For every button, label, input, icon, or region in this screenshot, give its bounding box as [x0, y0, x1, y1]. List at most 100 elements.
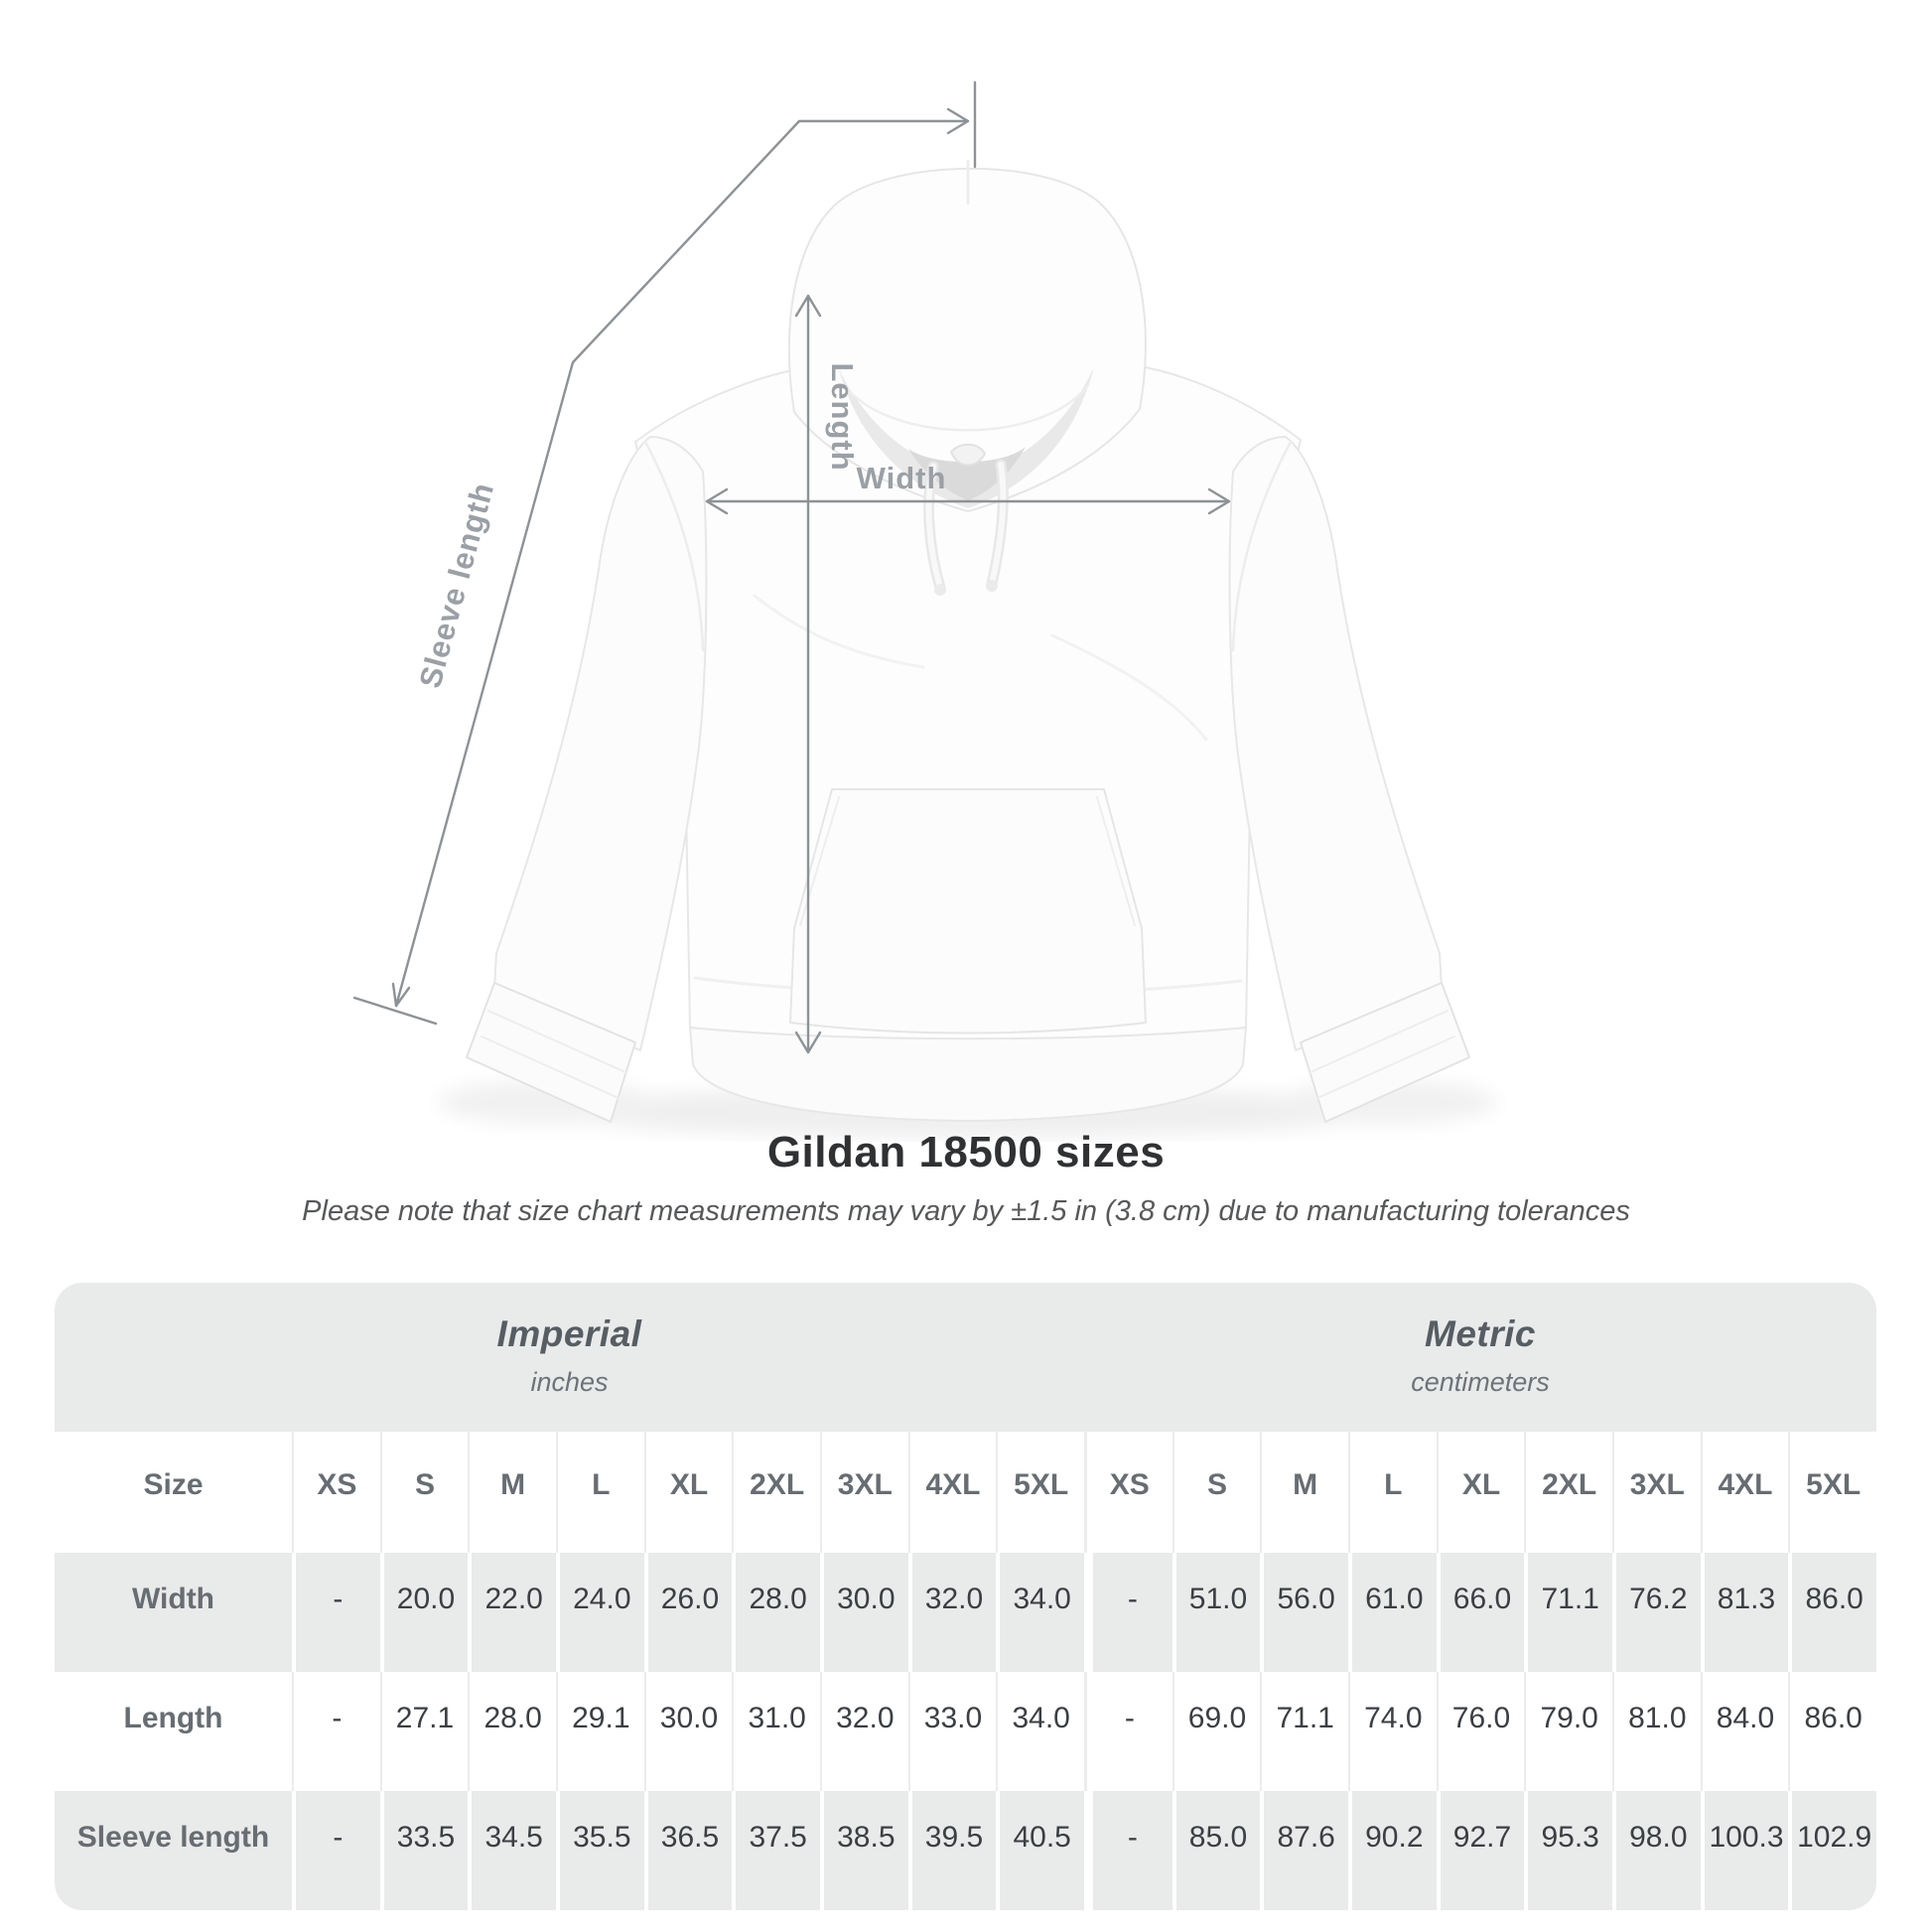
size-col-header: XL [1436, 1432, 1525, 1553]
table-cell: - [1083, 1553, 1173, 1672]
table-cell: 86.0 [1788, 1672, 1876, 1791]
table-cell: 84.0 [1700, 1672, 1789, 1791]
sleeve-length-arrow [352, 80, 977, 1026]
unit-group-header: Imperial inches Metric centimeters [55, 1283, 1876, 1432]
table-cell: - [292, 1672, 380, 1791]
table-cell: 32.0 [819, 1672, 908, 1791]
size-col-header: 3XL [819, 1432, 908, 1553]
table-cell: 56.0 [1260, 1553, 1348, 1672]
size-col-header: S [1172, 1432, 1261, 1553]
table-cell: 85.0 [1172, 1791, 1261, 1910]
table-cell: - [1083, 1791, 1173, 1910]
size-col-header: S [379, 1432, 469, 1553]
table-cell: 27.1 [379, 1672, 469, 1791]
table-cell: 20.0 [379, 1553, 469, 1672]
size-table: Imperial inches Metric centimeters Size X… [55, 1283, 1876, 1910]
table-cell: 28.0 [732, 1553, 820, 1672]
table-cell: 71.1 [1260, 1672, 1348, 1791]
table-cell: 81.0 [1611, 1672, 1701, 1791]
row-label: Size [143, 1468, 204, 1501]
table-cell: 33.5 [379, 1791, 469, 1910]
size-col-header: XS [292, 1432, 380, 1553]
table-cell: 34.5 [468, 1791, 556, 1910]
table-cell: 102.9 [1788, 1791, 1876, 1910]
length-arrow [794, 294, 822, 1054]
row-label: Width [131, 1583, 215, 1615]
table-cell: 66.0 [1436, 1553, 1525, 1672]
size-col-header: 2XL [1524, 1432, 1612, 1553]
size-col-header: 5XL [996, 1432, 1084, 1553]
tolerance-note: Please note that size chart measurements… [302, 1195, 1630, 1227]
table-cell: 24.0 [555, 1553, 644, 1672]
table-cell: 33.0 [907, 1672, 997, 1791]
table-cell: 51.0 [1172, 1553, 1261, 1672]
table-cell: 34.0 [996, 1553, 1084, 1672]
table-cell: 92.7 [1436, 1791, 1525, 1910]
table-cell: 28.0 [468, 1672, 556, 1791]
length-label: Length [825, 362, 860, 471]
table-cell: 61.0 [1347, 1553, 1437, 1672]
table-cell: 95.3 [1524, 1791, 1612, 1910]
size-table-rows: Size XS S M L XL 2XL 3XL 4XL 5XL XS S M L XL 2XL 3XL 4XL 5… [55, 1432, 1876, 1910]
hoodie-measurement-diagram: Length Width Sleeve length [352, 80, 1497, 1138]
table-cell: 36.5 [643, 1791, 733, 1910]
table-cell: 98.0 [1611, 1791, 1701, 1910]
table-cell: 39.5 [907, 1791, 997, 1910]
page-title: Gildan 18500 sizes [766, 1128, 1166, 1176]
table-row: Width -20.0 22.0 24.0 26.0 28.0 30.0 32.0 34.0-5… [55, 1553, 1876, 1672]
table-cell: 81.3 [1700, 1553, 1789, 1672]
table-cell: 29.1 [555, 1672, 644, 1791]
table-cell: 30.0 [643, 1672, 733, 1791]
hoodie-pocket [789, 788, 1147, 1035]
hood-drawstrings [923, 443, 1009, 596]
table-cell: 34.0 [996, 1672, 1084, 1791]
table-cell: 76.0 [1436, 1672, 1525, 1791]
metric-label: Metric [1425, 1312, 1536, 1354]
metric-group-header: Metric centimeters [1084, 1283, 1876, 1432]
table-cell: - [292, 1553, 380, 1672]
size-header-row: Size XS S M L XL 2XL 3XL 4XL 5XL XS S M L XL 2XL 3XL 4XL 5… [55, 1432, 1876, 1553]
size-col-header: 3XL [1611, 1432, 1701, 1553]
size-col-header: M [468, 1432, 556, 1553]
table-cell: - [292, 1791, 380, 1910]
table-row: Length -27.1 28.0 29.1 30.0 31.0 32.0 33.0 34.0-… [55, 1672, 1876, 1791]
table-cell: - [1083, 1672, 1173, 1791]
row-label: Length [123, 1702, 223, 1734]
width-arrow [705, 487, 1231, 515]
table-cell: 71.1 [1524, 1553, 1612, 1672]
table-cell: 38.5 [819, 1791, 908, 1910]
hoodie-illustration [466, 159, 1470, 1123]
table-cell: 32.0 [907, 1553, 997, 1672]
width-label: Width [857, 461, 947, 495]
table-cell: 30.0 [819, 1553, 908, 1672]
table-cell: 74.0 [1347, 1672, 1437, 1791]
hoodie-left-sleeve [493, 436, 708, 1051]
size-col-header: XL [643, 1432, 733, 1553]
size-col-header: L [1347, 1432, 1437, 1553]
size-col-header: 5XL [1788, 1432, 1876, 1553]
table-cell: 35.5 [555, 1791, 644, 1910]
table-cell: 26.0 [643, 1553, 733, 1672]
row-label: Sleeve length [76, 1821, 270, 1854]
hoodie-right-sleeve [1228, 436, 1443, 1051]
metric-unit-label: centimeters [1411, 1366, 1550, 1397]
hood-opening-inner [908, 447, 1026, 500]
table-cell: 79.0 [1524, 1672, 1612, 1791]
size-col-header: 4XL [907, 1432, 997, 1553]
imperial-unit-label: inches [530, 1366, 609, 1397]
size-col-header: M [1260, 1432, 1348, 1553]
table-row: Sleeve length -33.5 34.5 35.5 36.5 37.5 38.5 39… [55, 1791, 1876, 1910]
table-cell: 69.0 [1172, 1672, 1261, 1791]
table-cell: 37.5 [732, 1791, 820, 1910]
size-col-header: XS [1083, 1432, 1173, 1553]
table-cell: 87.6 [1260, 1791, 1348, 1910]
size-col-header: 2XL [732, 1432, 820, 1553]
hoodie-hem-band [689, 1027, 1247, 1122]
table-cell: 100.3 [1700, 1791, 1789, 1910]
table-cell: 31.0 [732, 1672, 820, 1791]
table-cell: 76.2 [1611, 1553, 1701, 1672]
table-cell: 22.0 [468, 1553, 556, 1672]
sleeve-length-label: Sleeve length [412, 479, 500, 692]
table-cell: 90.2 [1347, 1791, 1437, 1910]
